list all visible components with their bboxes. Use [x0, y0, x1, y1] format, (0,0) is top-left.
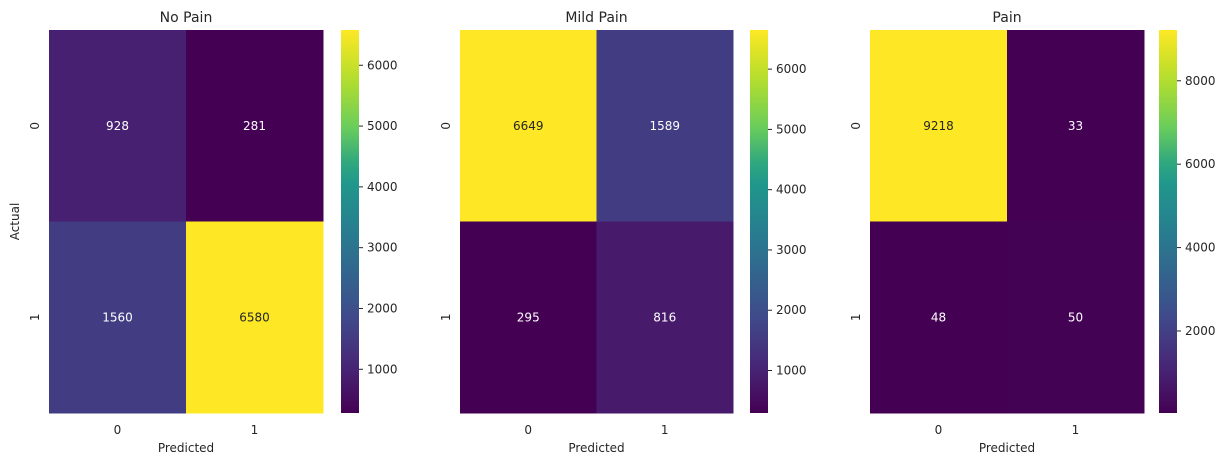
colorbar-tick-label: 4000: [367, 180, 398, 194]
heatmap-cell: [596, 221, 734, 414]
chart-title: Mild Pain: [565, 10, 627, 26]
x-tick-label: 0: [935, 423, 943, 437]
heatmap-cell: [460, 221, 597, 414]
chart-title: Pain: [992, 10, 1021, 26]
y-tick-label: 1: [439, 313, 453, 321]
colorbar: [1159, 30, 1177, 413]
colorbar-tick-label: 2000: [1185, 324, 1216, 338]
chart-title: No Pain: [160, 10, 213, 26]
cell-value-label: 295: [517, 310, 540, 324]
colorbar-tick-label: 3000: [367, 241, 398, 255]
cell-value-label: 816: [653, 310, 676, 324]
colorbar: [750, 30, 768, 413]
cell-value-label: 1560: [102, 310, 133, 324]
cell-value-label: 6580: [239, 310, 270, 324]
cell-value-label: 928: [106, 119, 129, 133]
colorbar-tick-label: 6000: [1185, 157, 1216, 171]
y-axis-label: Actual: [8, 203, 22, 241]
cell-value-label: 6649: [513, 119, 544, 133]
heatmap-cell: [49, 30, 187, 222]
colorbar-tick-label: 2000: [367, 301, 398, 315]
x-tick-label: 1: [1072, 423, 1080, 437]
x-axis-label: Predicted: [979, 441, 1035, 455]
x-tick-label: 1: [661, 423, 669, 437]
x-tick-label: 1: [251, 423, 259, 437]
colorbar-tick-label: 6000: [367, 58, 398, 72]
cell-value-label: 281: [243, 119, 266, 133]
x-axis-label: Predicted: [568, 441, 624, 455]
colorbar-tick-label: 4000: [1185, 241, 1216, 255]
colorbar-tick-label: 2000: [776, 303, 807, 317]
colorbar-tick-label: 1000: [367, 362, 398, 376]
colorbar-tick-label: 1000: [776, 364, 807, 378]
x-tick-label: 0: [524, 423, 532, 437]
y-tick-label: 0: [28, 122, 42, 130]
heatmap-cell: [1007, 221, 1145, 414]
heatmap-cell: [186, 221, 324, 414]
y-tick-label: 0: [439, 122, 453, 130]
colorbar-tick-label: 4000: [776, 183, 807, 197]
heatmap-cell: [870, 221, 1008, 414]
y-tick-label: 1: [28, 313, 42, 321]
cell-value-label: 48: [931, 310, 946, 324]
cell-value-label: 33: [1068, 119, 1083, 133]
cell-value-label: 1589: [649, 119, 680, 133]
y-tick-label: 1: [849, 313, 863, 321]
heatmap-cell: [870, 30, 1008, 222]
heatmap-cell: [49, 221, 187, 414]
colorbar-tick-label: 8000: [1185, 74, 1216, 88]
colorbar-tick-label: 5000: [776, 122, 807, 136]
heatmap-cell: [186, 30, 324, 222]
cell-value-label: 9218: [923, 119, 954, 133]
heatmap-cell: [1007, 30, 1145, 222]
colorbar-tick-label: 6000: [776, 62, 807, 76]
heatmap-cell: [596, 30, 734, 222]
heatmap-cell: [460, 30, 597, 222]
colorbar-tick-label: 5000: [367, 119, 398, 133]
x-tick-label: 0: [114, 423, 122, 437]
colorbar-tick-label: 3000: [776, 243, 807, 257]
y-tick-label: 0: [849, 122, 863, 130]
cell-value-label: 50: [1068, 310, 1083, 324]
x-axis-label: Predicted: [158, 441, 214, 455]
colorbar: [341, 30, 359, 413]
